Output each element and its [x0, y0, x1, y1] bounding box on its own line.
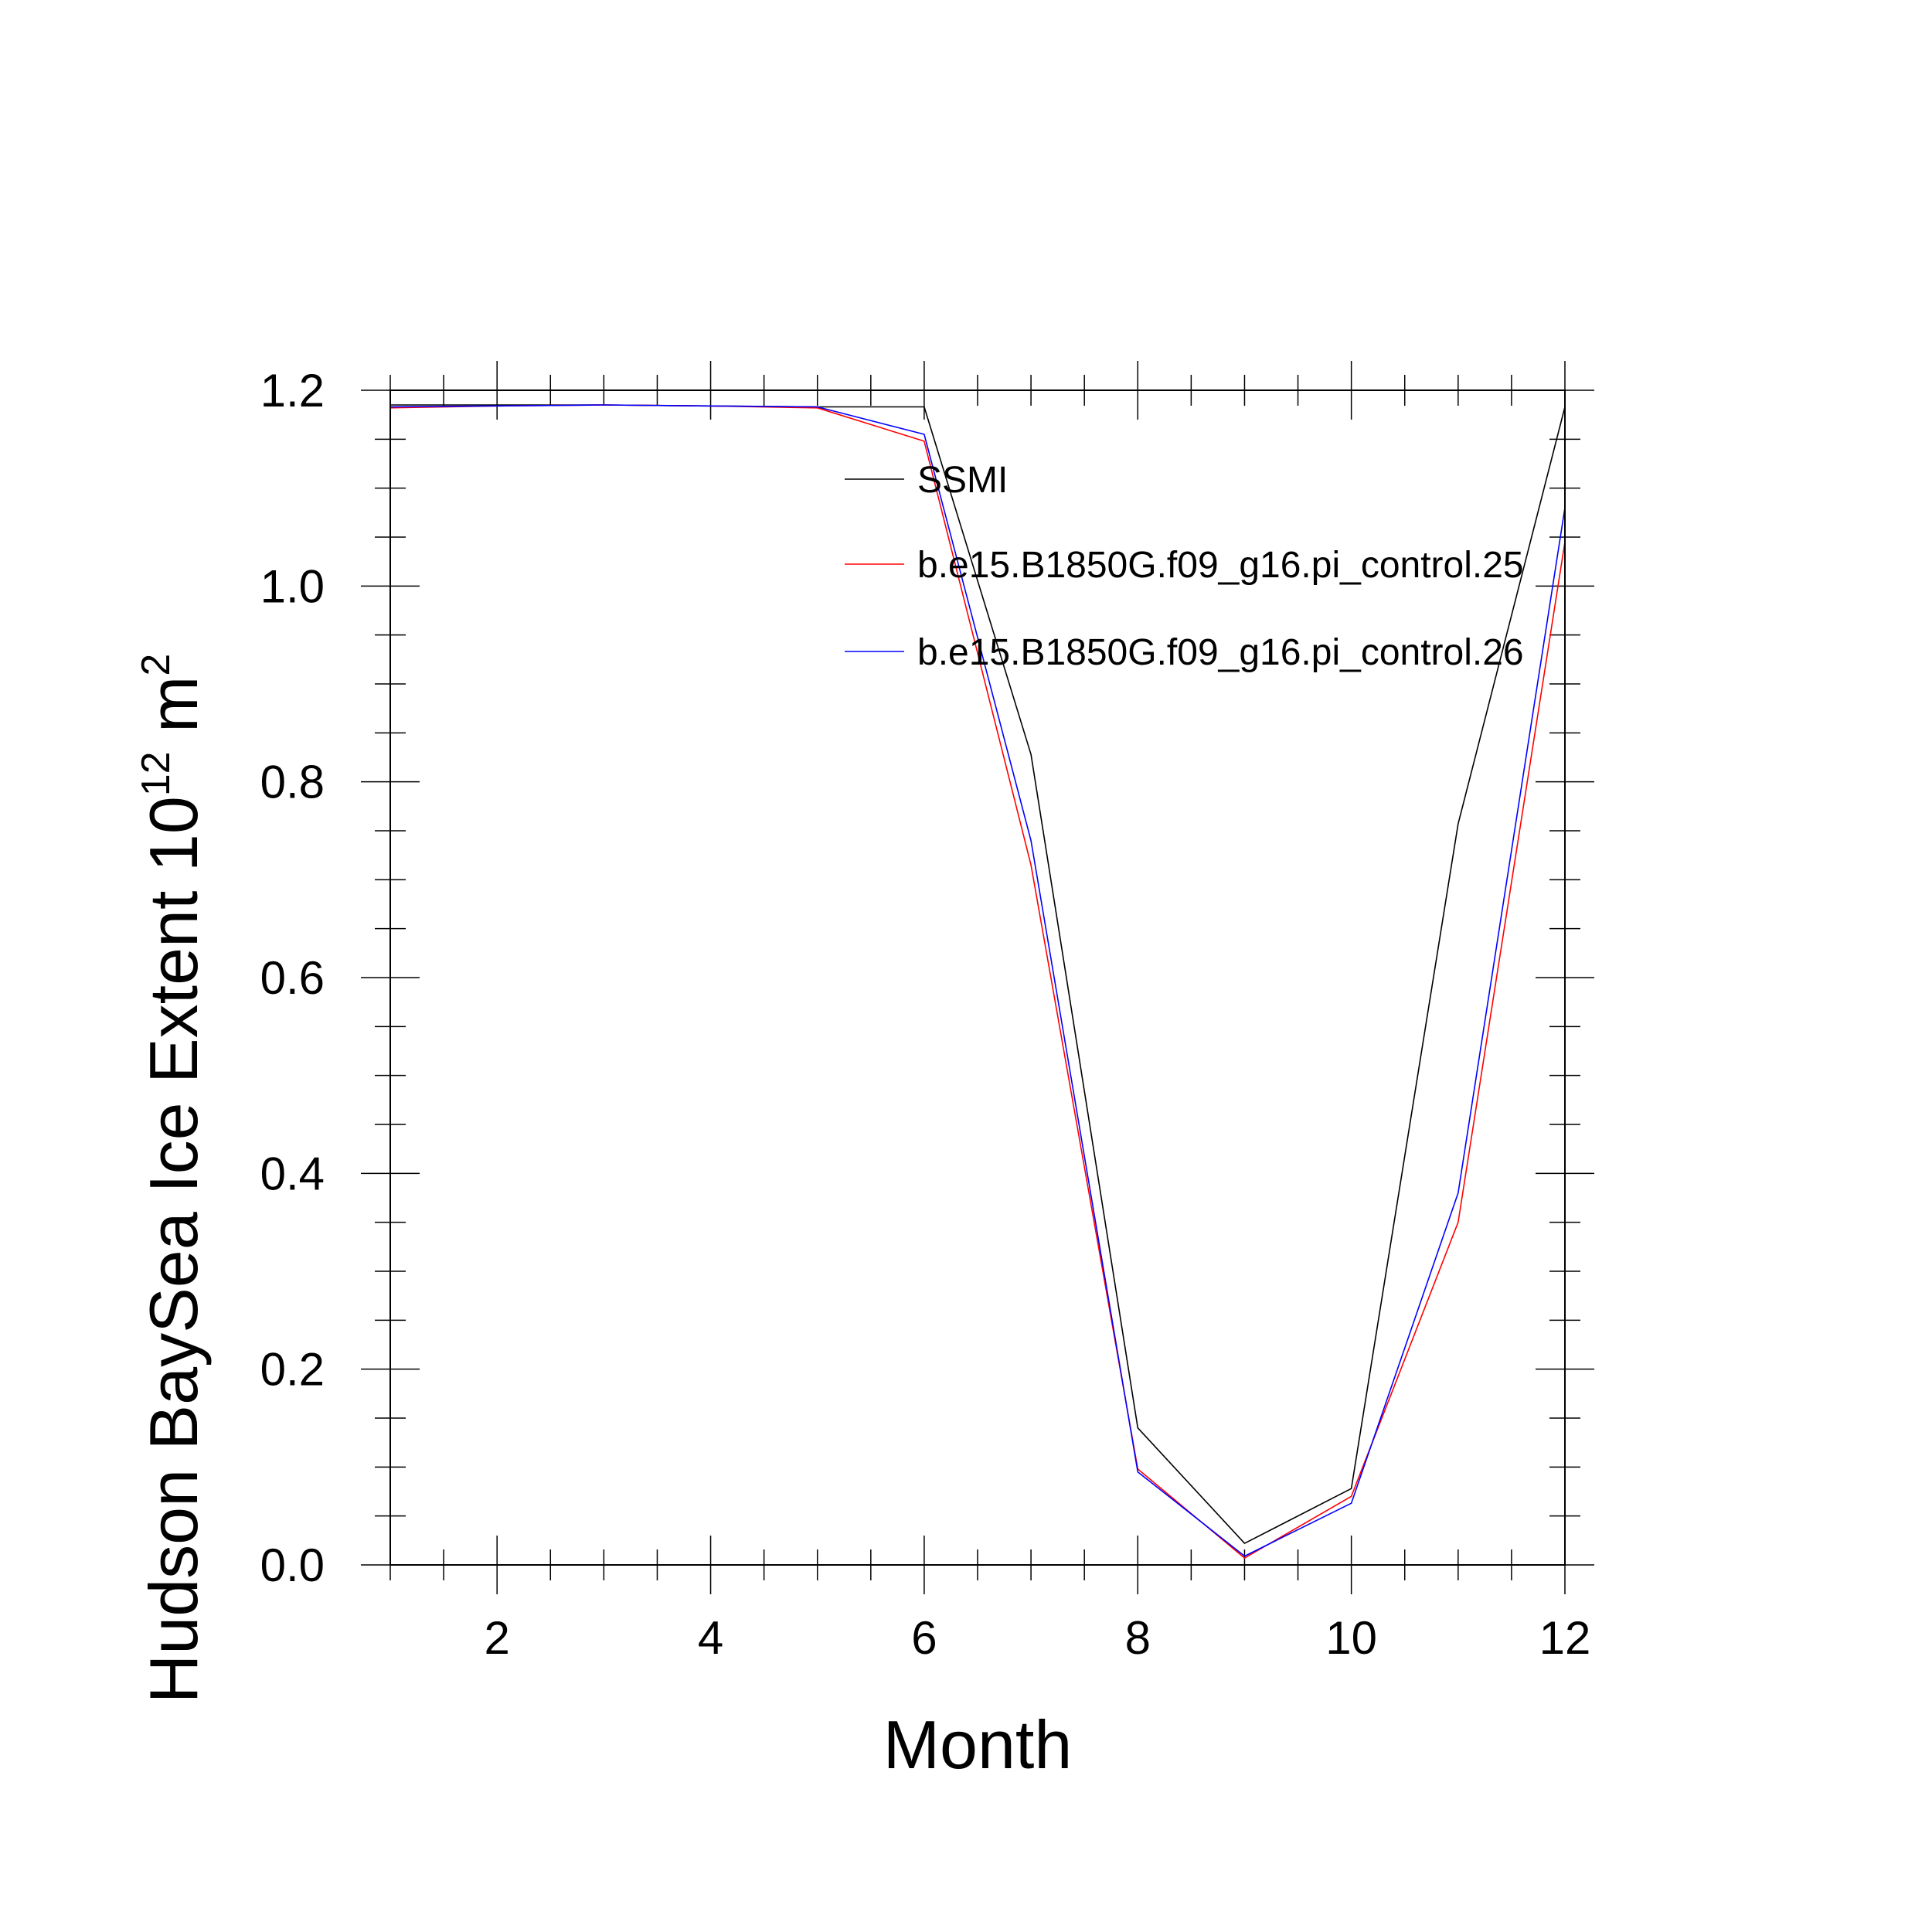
y-tick-label: 0.2	[260, 1344, 325, 1396]
y-axis-title-unit-exponent: 2	[134, 654, 179, 676]
y-tick-label: 0.8	[260, 757, 325, 808]
y-axis-title: Hudson BaySea Ice Extent 1012 m2	[134, 654, 212, 1704]
y-axis-title-unit: m	[135, 676, 212, 752]
legend-label: b.e15.B1850G.f09_g16.pi_control.25	[917, 545, 1524, 586]
y-tick-label: 1.0	[260, 560, 325, 612]
x-tick-label: 4	[698, 1612, 723, 1664]
y-tick-label: 0.6	[260, 952, 325, 1004]
series-line	[389, 404, 1566, 1557]
x-tick-label: 12	[1539, 1612, 1591, 1664]
legend-label: b.e15.B1850G.f09_g16.pi_control.26	[917, 632, 1524, 673]
x-tick-label: 10	[1325, 1612, 1377, 1664]
y-tick-label: 0.0	[260, 1539, 325, 1591]
y-tick-label: 0.4	[260, 1148, 325, 1199]
y-tick-labels: 0.0 0.2 0.4 0.6 0.8 1.0 1.2	[260, 365, 325, 1591]
legend: SSMI b.e15.B1850G.f09_g16.pi_control.25 b.…	[845, 460, 1524, 673]
y-axis-title-main: Hudson BaySea Ice Extent 10	[135, 796, 212, 1703]
legend-label: SSMI	[917, 460, 1008, 501]
x-tick-label: 8	[1125, 1612, 1151, 1664]
y-axis-title-exponent: 12	[134, 751, 179, 796]
x-axis-title: Month	[883, 1706, 1073, 1783]
x-tick-labels: 2 4 6 8 10 12	[484, 1612, 1590, 1664]
x-tick-label: 2	[484, 1612, 509, 1664]
y-tick-label: 1.2	[260, 365, 325, 417]
series-lines	[389, 404, 1566, 1559]
x-tick-label: 6	[911, 1612, 937, 1664]
plot-frame	[389, 389, 1566, 1566]
